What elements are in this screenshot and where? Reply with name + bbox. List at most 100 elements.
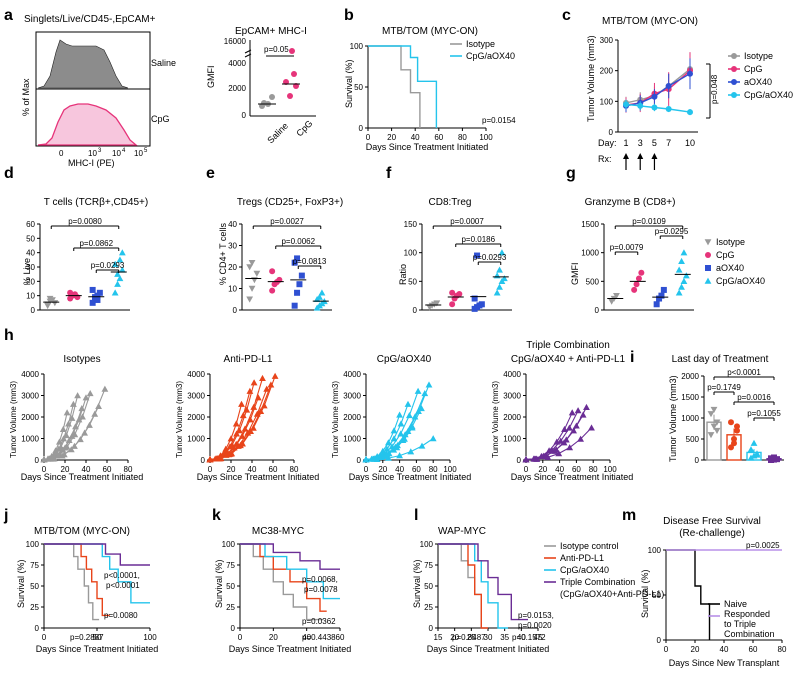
l-legend-label: Anti-PD-L1 — [560, 553, 604, 563]
e-point-aox40 — [294, 289, 301, 296]
h2-ytick-label: 0 — [201, 456, 206, 465]
h3-xtick-label: 80 — [429, 465, 438, 474]
c-legend-label: CpG/aOX40 — [744, 90, 793, 100]
g-point-cpg — [638, 269, 645, 276]
h3-xtick-label: 60 — [412, 465, 421, 474]
h4-tumor-point — [566, 424, 573, 431]
g-legend-marker — [704, 239, 712, 246]
i-point — [734, 423, 740, 430]
k-ytick-label: 25 — [226, 603, 235, 612]
m-ytick-label: 0 — [657, 636, 662, 645]
f-point-cpg — [456, 290, 463, 297]
c-title: MTB/TOM (MYC-ON) — [602, 16, 698, 27]
i-ytick-label: 2000 — [681, 372, 699, 381]
h3-tumor-point — [379, 447, 387, 454]
h3-title: CpG/aOX40 — [377, 354, 432, 365]
g-ytick-label: 0 — [595, 306, 600, 315]
f-ytick-label: 0 — [413, 306, 418, 315]
b-title: MTB/TOM (MYC-ON) — [382, 26, 478, 37]
b-xlabel: Days Since Treatment Initiated — [366, 142, 489, 152]
h4-ytick-label: 1000 — [503, 435, 521, 444]
f-ytick-label: 150 — [404, 220, 418, 229]
e-point-isotype — [246, 296, 254, 303]
c-rx-arrowhead — [651, 153, 658, 159]
h1-tumor-point — [63, 443, 71, 450]
hist-tick-4-exp: 4 — [122, 148, 126, 154]
g-point-cpg — [635, 275, 642, 282]
d-point-cpg/aox40 — [118, 249, 126, 256]
c-point — [651, 104, 658, 111]
h1-xlabel: Days Since Treatment Initiated — [21, 472, 144, 482]
h3-xtick-label: 0 — [364, 465, 369, 474]
j-ytick-label: 0 — [35, 624, 40, 633]
panel-letter-b: b — [344, 7, 354, 24]
g-point-cpg/aox40 — [680, 277, 688, 285]
k-pvalue-bot: p=0.4438 — [302, 633, 336, 642]
gate-title: Singlets/Live/CD45-,EpCAM+ — [24, 14, 156, 25]
k-xtick-label: 60 — [336, 633, 345, 642]
dot-ytick-0: 0 — [242, 111, 247, 120]
d-pvalue: p=0.0080 — [68, 217, 102, 226]
d-point-cpg — [67, 289, 74, 296]
i-ytick-label: 1500 — [681, 393, 699, 402]
hist-tick-5-exp: 5 — [144, 148, 148, 154]
h4-tumor-point — [533, 455, 541, 462]
h4-tumor-point — [568, 409, 576, 416]
d-ytick-label: 40 — [26, 249, 35, 258]
b-ylabel: Survival (%) — [344, 59, 354, 108]
j-ytick-label: 50 — [30, 582, 39, 591]
g-point-aox40 — [660, 286, 667, 293]
k-series-anti-pd-l1 — [240, 543, 327, 612]
l-ytick-label: 100 — [420, 540, 434, 549]
k-ylabel: Survival (%) — [214, 559, 224, 608]
e-ytick-label: 20 — [228, 263, 237, 272]
g-ytick-label: 1000 — [581, 249, 599, 258]
e-point-cpg/aox40 — [318, 289, 326, 296]
f-point-aox40 — [471, 295, 478, 302]
e-ylabel: % CD4+ T cells — [218, 223, 228, 285]
d-pvalue: p=0.0293 — [91, 261, 125, 270]
h3-tumor-point — [407, 448, 415, 455]
h1-title: Isotypes — [63, 354, 100, 365]
l-xlabel: Days Since Treatment Initiated — [427, 644, 550, 654]
h1-tumor-point — [81, 429, 88, 436]
e-pvalue: p=0.0027 — [270, 217, 304, 226]
saline-histogram — [37, 39, 129, 89]
m-xlabel: Days Since New Transplant — [669, 658, 780, 668]
i-point — [731, 436, 737, 442]
g-legend-marker — [704, 277, 712, 284]
c-series-cpg/aox40 — [625, 103, 691, 113]
h1-tumor-point — [71, 431, 79, 438]
h4-title-line1: Triple Combination — [526, 340, 610, 351]
h2-xtick-label: 20 — [227, 465, 236, 474]
b-xtick-label: 20 — [387, 133, 396, 142]
i-point — [707, 432, 715, 439]
k-xtick-label: 20 — [269, 633, 278, 642]
j-pvalue-bot: p=0.2887 — [70, 633, 104, 642]
h2-tumor-curve — [209, 391, 251, 461]
i-point — [750, 439, 758, 446]
l-ytick-label: 50 — [424, 582, 433, 591]
g-point-cpg/aox40 — [678, 257, 685, 264]
h3-tumor-point — [421, 389, 429, 397]
h1-xtick-label: 0 — [42, 465, 47, 474]
h2-tumor-point — [232, 420, 240, 427]
i-pvalue: p<0.0001 — [727, 368, 761, 377]
l-xtick-label: 20 — [450, 633, 459, 642]
c-point — [665, 106, 672, 112]
panel-a-dotplot: EpCAM+ MHC-I 16000 4000 2000 0 GMFI p=0.… — [206, 26, 316, 145]
h4-tumor-point — [555, 450, 563, 457]
l-pvalue-left: p=0.8487 — [452, 633, 486, 642]
c-point — [687, 70, 693, 77]
panel-letter-i: i — [630, 349, 634, 366]
h2-xlabel: Days Since Treatment Initiated — [197, 472, 320, 482]
m-xtick-label: 60 — [749, 645, 758, 654]
d-title: T cells (TCRβ+,CD45+) — [44, 197, 148, 208]
h2-tumor-point — [233, 430, 240, 437]
h3-tumor-point — [404, 400, 412, 407]
c-legend-marker — [731, 53, 737, 59]
m-title-line2: (Re-challenge) — [679, 528, 745, 539]
f-point-cpg — [449, 289, 456, 296]
d-point-cpg — [74, 294, 81, 301]
